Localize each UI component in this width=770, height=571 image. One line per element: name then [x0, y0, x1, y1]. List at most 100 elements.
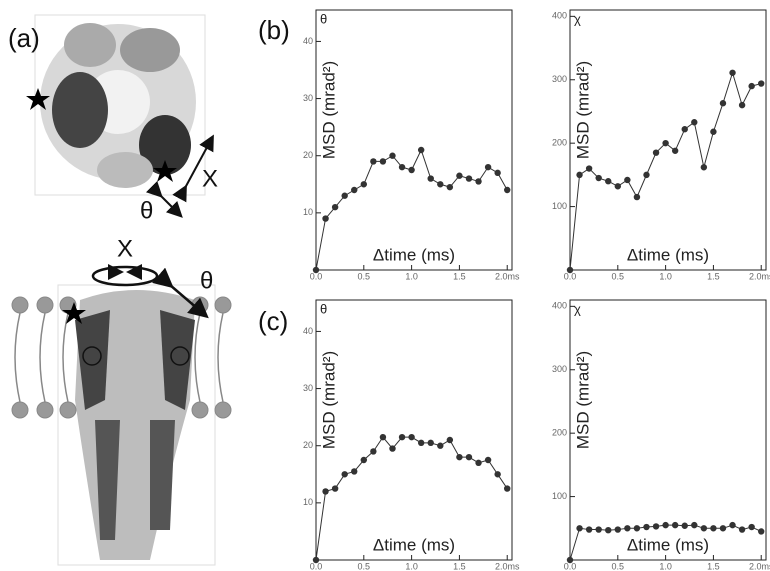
arrow — [172, 134, 214, 203]
x-axis-label: Δtime (ms) — [627, 535, 709, 554]
data-point — [662, 139, 669, 147]
data-point — [585, 165, 593, 172]
data-point — [341, 471, 348, 478]
data-point — [729, 521, 736, 529]
data-point — [624, 176, 631, 184]
data-point — [389, 445, 396, 452]
data-point — [504, 485, 511, 492]
data-point — [595, 174, 602, 182]
data-point — [748, 82, 755, 90]
chi-symbol: X — [202, 165, 218, 192]
data-point — [312, 556, 320, 564]
data-point — [456, 172, 463, 179]
data-point — [475, 178, 482, 185]
arrow — [145, 180, 183, 218]
data-point — [427, 175, 434, 182]
y-tick-label: 10 — [303, 497, 313, 507]
star — [62, 302, 86, 324]
data-point — [729, 69, 736, 76]
data-point — [643, 523, 650, 531]
data-point — [446, 436, 454, 444]
data-point — [576, 525, 583, 532]
data-point — [360, 456, 368, 464]
data-point — [700, 164, 708, 171]
data-point — [710, 128, 717, 135]
x-tick-label: 0.0 — [564, 561, 577, 571]
arrow — [152, 267, 209, 319]
data-point — [662, 521, 669, 529]
data-point — [475, 459, 482, 467]
x-tick-label: 0.5 — [358, 561, 371, 571]
data-point — [484, 163, 492, 171]
plot-frame — [569, 299, 767, 561]
panel-label: (b) — [258, 15, 290, 45]
x-axis-label: Δtime (ms) — [627, 245, 709, 264]
data-point — [566, 266, 574, 274]
y-tick-label: 20 — [303, 440, 313, 450]
data-point — [494, 169, 501, 177]
y-tick-label: 200 — [552, 138, 567, 148]
star — [26, 88, 50, 110]
x-tick-label: 1.5 — [453, 561, 466, 571]
data-point — [758, 528, 765, 535]
x-tick-label: 2.0ms — [749, 561, 770, 571]
data-point — [494, 471, 501, 478]
panel-label: (c) — [258, 306, 288, 336]
data-point — [312, 266, 320, 274]
y-tick-label: 400 — [552, 11, 567, 21]
data-point — [408, 433, 415, 441]
x-tick-label: 2.0ms — [495, 271, 520, 281]
y-axis-label: MSD (mrad²) — [573, 61, 592, 159]
y-tick-label: 300 — [552, 364, 567, 374]
data-point — [484, 456, 492, 464]
data-point — [379, 433, 387, 441]
x-tick-label: 0.0 — [310, 561, 323, 571]
x-tick-label: 1.5 — [707, 561, 720, 571]
x-tick-label: 2.0ms — [749, 271, 770, 281]
corner-label: χ — [574, 301, 581, 316]
y-tick-label: 300 — [552, 74, 567, 84]
y-axis-label: MSD (mrad²) — [319, 351, 338, 449]
star — [153, 160, 177, 182]
data-point — [398, 433, 406, 441]
y-tick-label: 10 — [303, 207, 313, 217]
y-tick-label: 400 — [552, 301, 567, 311]
data-point — [624, 525, 631, 532]
data-point — [504, 186, 511, 194]
data-point — [738, 101, 746, 109]
data-point — [465, 453, 473, 461]
plot-frame — [315, 299, 513, 561]
data-point — [633, 525, 641, 532]
data-point — [719, 525, 727, 532]
data-point — [691, 119, 698, 126]
x-tick-label: 1.0 — [659, 561, 672, 571]
data-point — [417, 439, 425, 447]
data-point — [748, 523, 755, 531]
x-tick-label: 1.0 — [659, 271, 672, 281]
data-point — [681, 522, 688, 529]
x-tick-label: 0.0 — [310, 271, 323, 281]
x-tick-label: 1.0 — [405, 271, 418, 281]
x-axis-label: Δtime (ms) — [373, 535, 455, 554]
x-axis-label: Δtime (ms) — [373, 245, 455, 264]
data-point — [566, 556, 574, 564]
y-tick-label: 100 — [552, 201, 567, 211]
data-point — [595, 526, 602, 533]
x-tick-label: 0.5 — [358, 271, 371, 281]
molecule-side — [57, 284, 216, 566]
data-point — [351, 186, 358, 194]
y-tick-label: 40 — [303, 36, 313, 46]
theta-symbol: θ — [200, 267, 213, 294]
corner-label: χ — [574, 11, 581, 26]
data-point — [633, 193, 641, 201]
data-point — [427, 439, 434, 447]
data-point — [456, 453, 463, 461]
plot-frame — [315, 9, 513, 271]
data-point — [446, 183, 454, 191]
data-point — [719, 100, 727, 107]
data-point — [643, 171, 650, 179]
data-point — [331, 203, 339, 211]
molecule-top — [34, 14, 206, 196]
data-point — [437, 181, 444, 188]
